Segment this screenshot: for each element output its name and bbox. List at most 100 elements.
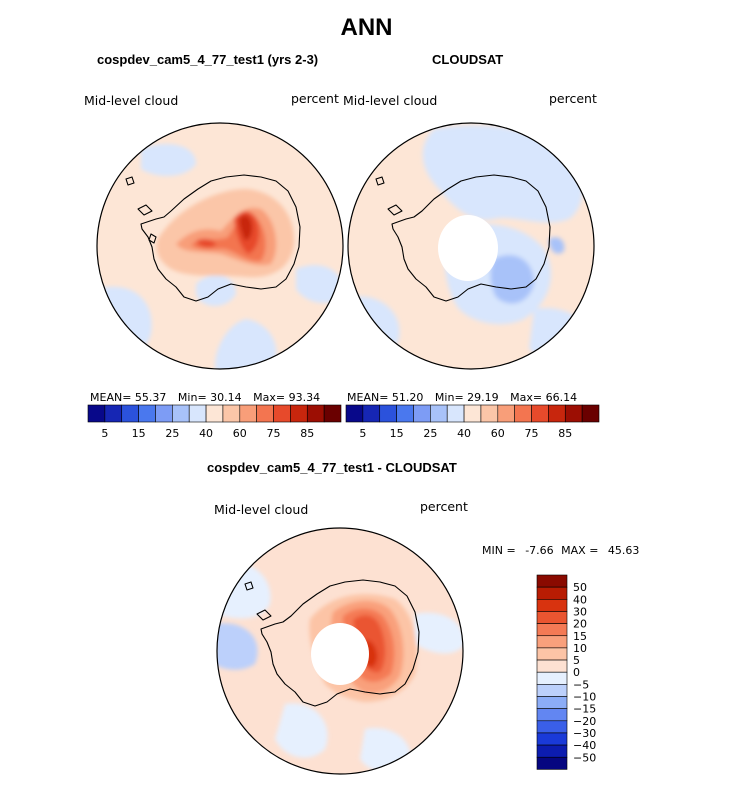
panel3-colorbar-box <box>536 756 568 770</box>
panel1-colorbar-label: 15 <box>132 427 146 440</box>
panel1-colorbar-box <box>290 404 308 423</box>
panel3-colorbar-label: 40 <box>573 593 587 606</box>
panel1-mean-value: 55.37 <box>134 391 167 404</box>
panel1-colorbar-boxes <box>87 404 342 423</box>
panel3-colorbar-label: −20 <box>573 715 596 728</box>
panel3-colorbar-boxes <box>536 574 568 770</box>
panel1-colorbar-box <box>87 404 106 423</box>
panel3-max-label: MAX = <box>561 544 599 557</box>
panel1-max-region <box>239 215 253 241</box>
panel3-colorbar-label: 50 <box>573 581 587 594</box>
panel2-colorbar-label: 40 <box>457 427 471 440</box>
panel2-colorbar-box <box>531 404 549 423</box>
panel2-antarctica-coastline <box>375 174 551 302</box>
panel2-colorbar-label: 5 <box>359 427 366 440</box>
figure-title: ANN <box>340 14 393 41</box>
panel1-min-value: 30.14 <box>210 391 242 404</box>
panel1-colorbar-box <box>256 404 274 423</box>
panel3-colorbar-box <box>536 635 568 649</box>
panel3-colorbar-label: −15 <box>573 703 596 716</box>
panel2-colorbar-box <box>564 404 583 423</box>
panel1-low-region <box>296 265 343 303</box>
panel1-colorbar-label: 60 <box>233 427 247 440</box>
panel3-min-label: MIN = <box>482 544 516 557</box>
panel1-colorbar-box <box>306 404 325 423</box>
panel2-lower-region <box>549 237 565 254</box>
panel2-colorbar-box <box>497 404 515 423</box>
panel3-negative-region <box>217 623 258 670</box>
panel1-colorbar-box <box>104 404 123 423</box>
panel2-colorbar-box <box>345 404 364 423</box>
panel2-colorbar-box <box>463 404 482 423</box>
panel1-colorbar-box <box>188 404 207 423</box>
panel3-colorbar-box <box>536 671 568 685</box>
panel2-max-value: 66.14 <box>545 391 578 404</box>
panel1-colorbar-label: 85 <box>300 427 314 440</box>
panel2-colorbar-boxes <box>345 404 600 423</box>
panel1-colorbar-box <box>138 404 156 423</box>
panel1-antarctica-coastline <box>125 174 301 302</box>
panel1-colorbar-label: 25 <box>165 427 179 440</box>
panel2-colorbar-box <box>362 404 381 423</box>
panel3-negative-region <box>275 703 328 758</box>
panel3-units-label: percent <box>420 499 468 514</box>
panel1-mean-label: MEAN= <box>90 391 132 404</box>
panel1-low-region <box>215 319 277 369</box>
panel2-map <box>347 122 595 370</box>
panel3-colorbar-box <box>536 744 568 758</box>
panel3-max-value: 45.63 <box>607 544 640 557</box>
panel1-units-label: percent <box>291 91 339 106</box>
panel1-colorbar-box <box>121 404 139 423</box>
panel3-colorbar-label: −30 <box>573 727 596 740</box>
panel1-map-border <box>96 122 344 370</box>
panel2-title: CLOUDSAT <box>432 52 504 67</box>
panel2-colorbar-label: 75 <box>525 427 539 440</box>
panel3-colorbar-box <box>536 659 568 673</box>
panel1-colorbar-label: 40 <box>199 427 213 440</box>
panel3-stats: MIN = -7.66 MAX = 45.63 <box>482 544 639 557</box>
panel2-units-label: percent <box>549 91 597 106</box>
panel3-colorbar-label: 30 <box>573 605 587 618</box>
panel2-low-region <box>422 125 584 223</box>
panel2-colorbar-box <box>514 404 532 423</box>
panel3-colorbar-box <box>536 708 568 722</box>
panel1-colorbar-box <box>323 404 342 423</box>
panel3-colorbar-box <box>536 720 568 734</box>
panel1-colorbar-labels: 5 15 25 40 60 75 85 <box>101 427 314 440</box>
panel2-lower-region <box>490 255 534 304</box>
panel3-colorbar-label: −10 <box>573 691 596 704</box>
panel2-colorbar-box <box>413 404 431 423</box>
panel2-mean-value: 51.20 <box>391 391 424 404</box>
panel3-colorbar-label: 0 <box>573 666 580 679</box>
panel3-colorbar-box <box>536 732 568 746</box>
panel1-stats: MEAN= 55.37 Min= 30.14 Max= 93.34 <box>90 391 320 404</box>
panel3-colorbar-label: 5 <box>573 654 580 667</box>
panel3-colorbar-label: 10 <box>573 642 587 655</box>
panel1-colorbar-box <box>273 404 291 423</box>
panel3-antarctica-coastline <box>244 579 420 707</box>
panel3-colorbar-box <box>536 647 568 661</box>
panel1-title: cospdev_cam5_4_77_test1 (yrs 2-3) <box>97 52 319 67</box>
panel2-colorbar-label: 25 <box>423 427 437 440</box>
panel3-colorbar-label: 20 <box>573 618 587 631</box>
panel2-colorbar-labels: 5 15 25 40 60 75 85 <box>359 427 572 440</box>
panel3-colorbar-box <box>536 696 568 709</box>
panel1-max-value: 93.34 <box>288 391 321 404</box>
panel3-map-border <box>216 527 464 775</box>
panel3-colorbar-box <box>536 611 568 624</box>
panel1-max-region <box>196 238 216 248</box>
panel3-title: cospdev_cam5_4_77_test1 - CLOUDSAT <box>207 460 457 475</box>
panel1-colorbar-box <box>205 404 224 423</box>
panel2-colorbar-box <box>446 404 465 423</box>
panel1-colorbar-label: 5 <box>101 427 108 440</box>
panel3-colorbar-box <box>536 574 568 588</box>
panel2-polar-no-data <box>438 215 498 281</box>
panel2-colorbar-box <box>379 404 397 423</box>
panel2-map-border <box>347 122 595 370</box>
panel3-polar-no-data <box>311 623 369 685</box>
panel3-variable-label: Mid-level cloud <box>214 502 309 517</box>
panel1-variable-label: Mid-level cloud <box>84 93 179 108</box>
panel3-min-value: -7.66 <box>525 544 554 557</box>
